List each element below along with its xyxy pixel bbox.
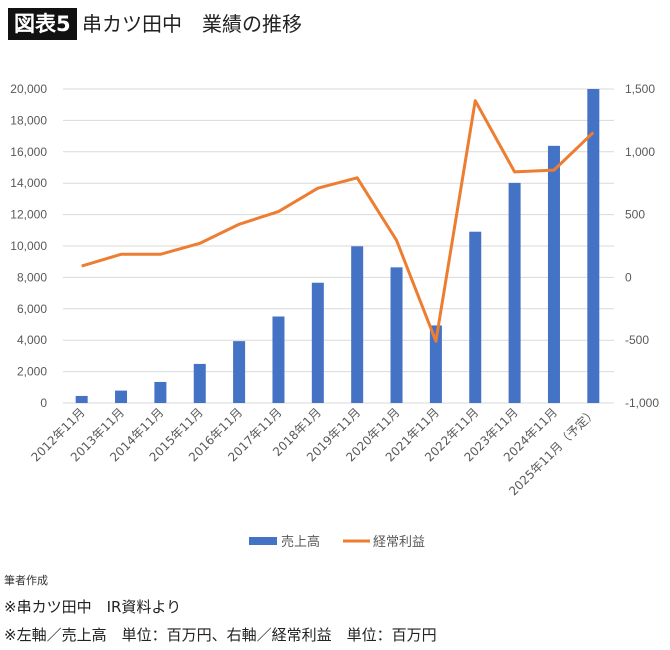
bar-売上高: [390, 267, 403, 403]
left-tick-label: 10,000: [10, 239, 47, 253]
left-tick-label: 8,000: [17, 270, 47, 284]
left-tick-label: 2,000: [17, 365, 47, 379]
bar-売上高: [233, 341, 246, 403]
note-ir: ※串カツ田中 IR資料より: [4, 598, 182, 616]
bar-売上高: [193, 363, 206, 403]
right-tick-label: -1,000: [625, 396, 659, 410]
legend-label: 経常利益: [373, 535, 425, 550]
left-tick-label: 20,000: [10, 82, 47, 96]
bar-売上高: [351, 246, 364, 403]
right-tick-label: -500: [625, 333, 649, 347]
chart: 0 2,000 4,000 6,000 8,000 10,000 12,000 14,000 1…: [10, 82, 659, 550]
right-tick-label: 1,500: [625, 82, 655, 96]
bar-売上高: [429, 325, 442, 403]
bar-売上高: [469, 231, 482, 403]
bar-売上高: [587, 89, 600, 403]
source-note: 筆者作成: [4, 574, 48, 587]
left-tick-label: 14,000: [10, 176, 47, 190]
right-tick-label: 0: [625, 270, 632, 284]
bar-売上高: [75, 395, 88, 403]
bar-売上高: [115, 390, 128, 403]
left-tick-label: 4,000: [17, 333, 47, 347]
legend-swatch-bar: [249, 537, 277, 545]
bar-売上高: [547, 145, 560, 404]
chart-title: 串カツ田中 業績の推移: [82, 12, 302, 36]
left-tick-label: 0: [40, 396, 47, 410]
left-tick-label: 12,000: [10, 208, 47, 222]
right-tick-label: 1,000: [625, 145, 655, 159]
bar-売上高: [154, 381, 167, 403]
bar-売上高: [311, 282, 324, 403]
figure-badge: 図表5: [8, 8, 77, 40]
note-units: ※左軸／売上高 単位：百万円、右軸／経常利益 単位：百万円: [4, 626, 437, 644]
right-tick-label: 500: [625, 208, 645, 222]
left-tick-label: 16,000: [10, 145, 47, 159]
bar-売上高: [272, 316, 285, 403]
bar-売上高: [508, 182, 521, 403]
left-tick-label: 18,000: [10, 113, 47, 127]
left-tick-label: 6,000: [17, 302, 47, 316]
legend-label: 売上高: [281, 534, 320, 550]
line-経常利益: [81, 99, 595, 343]
